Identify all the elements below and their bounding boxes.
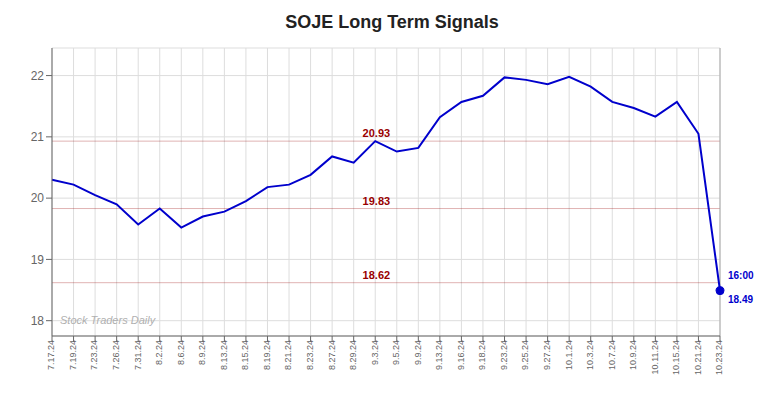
svg-text:10.9.24: 10.9.24 <box>628 340 638 370</box>
svg-text:8.19.24: 8.19.24 <box>262 340 272 370</box>
svg-text:19.83: 19.83 <box>363 195 391 207</box>
svg-text:19: 19 <box>31 253 45 267</box>
svg-text:20: 20 <box>31 191 45 205</box>
svg-text:22: 22 <box>31 69 45 83</box>
svg-text:16:00: 16:00 <box>728 270 754 281</box>
svg-text:8.27.24: 8.27.24 <box>327 340 337 370</box>
svg-text:18: 18 <box>31 314 45 328</box>
svg-text:7.17.24: 7.17.24 <box>46 340 56 370</box>
svg-text:10.3.24: 10.3.24 <box>585 340 595 370</box>
svg-text:8.21.24: 8.21.24 <box>283 340 293 370</box>
svg-text:8.23.24: 8.23.24 <box>305 340 315 370</box>
svg-text:9.13.24: 9.13.24 <box>434 340 444 370</box>
svg-text:9.18.24: 9.18.24 <box>477 340 487 370</box>
svg-text:7.19.24: 7.19.24 <box>68 340 78 370</box>
svg-text:9.9.24: 9.9.24 <box>413 340 423 365</box>
html-text:Stock Traders Daily: Stock Traders Daily <box>60 314 156 326</box>
svg-text:9.5.24: 9.5.24 <box>391 340 401 365</box>
svg-text:18.62: 18.62 <box>363 269 391 281</box>
svg-text:9.16.24: 9.16.24 <box>456 340 466 370</box>
svg-text:21: 21 <box>31 130 45 144</box>
svg-text:10.15.24: 10.15.24 <box>671 340 681 375</box>
svg-text:8.13.24: 8.13.24 <box>219 340 229 370</box>
svg-text:7.23.24: 7.23.24 <box>89 340 99 370</box>
svg-text:10.21.24: 10.21.24 <box>693 340 703 375</box>
svg-text:9.23.24: 9.23.24 <box>499 340 509 370</box>
svg-text:8.15.24: 8.15.24 <box>240 340 250 370</box>
svg-text:10.7.24: 10.7.24 <box>607 340 617 370</box>
svg-text:7.31.24: 7.31.24 <box>133 340 143 370</box>
svg-text:7.26.24: 7.26.24 <box>111 340 121 370</box>
svg-text:8.9.24: 8.9.24 <box>197 340 207 365</box>
svg-text:8.29.24: 8.29.24 <box>348 340 358 370</box>
svg-text:8.2.24: 8.2.24 <box>154 340 164 365</box>
svg-text:10.1.24: 10.1.24 <box>564 340 574 370</box>
svg-text:8.6.24: 8.6.24 <box>176 340 186 365</box>
svg-text:18.49: 18.49 <box>728 294 753 305</box>
svg-text:20.93: 20.93 <box>363 127 391 139</box>
html-text:SOJE Long Term Signals: SOJE Long Term Signals <box>285 12 499 32</box>
svg-text:10.11.24: 10.11.24 <box>650 340 660 374</box>
svg-text:10.23.24: 10.23.24 <box>714 340 724 375</box>
svg-text:9.27.24: 9.27.24 <box>542 340 552 370</box>
svg-text:9.3.24: 9.3.24 <box>370 340 380 365</box>
svg-text:9.25.24: 9.25.24 <box>520 340 530 370</box>
